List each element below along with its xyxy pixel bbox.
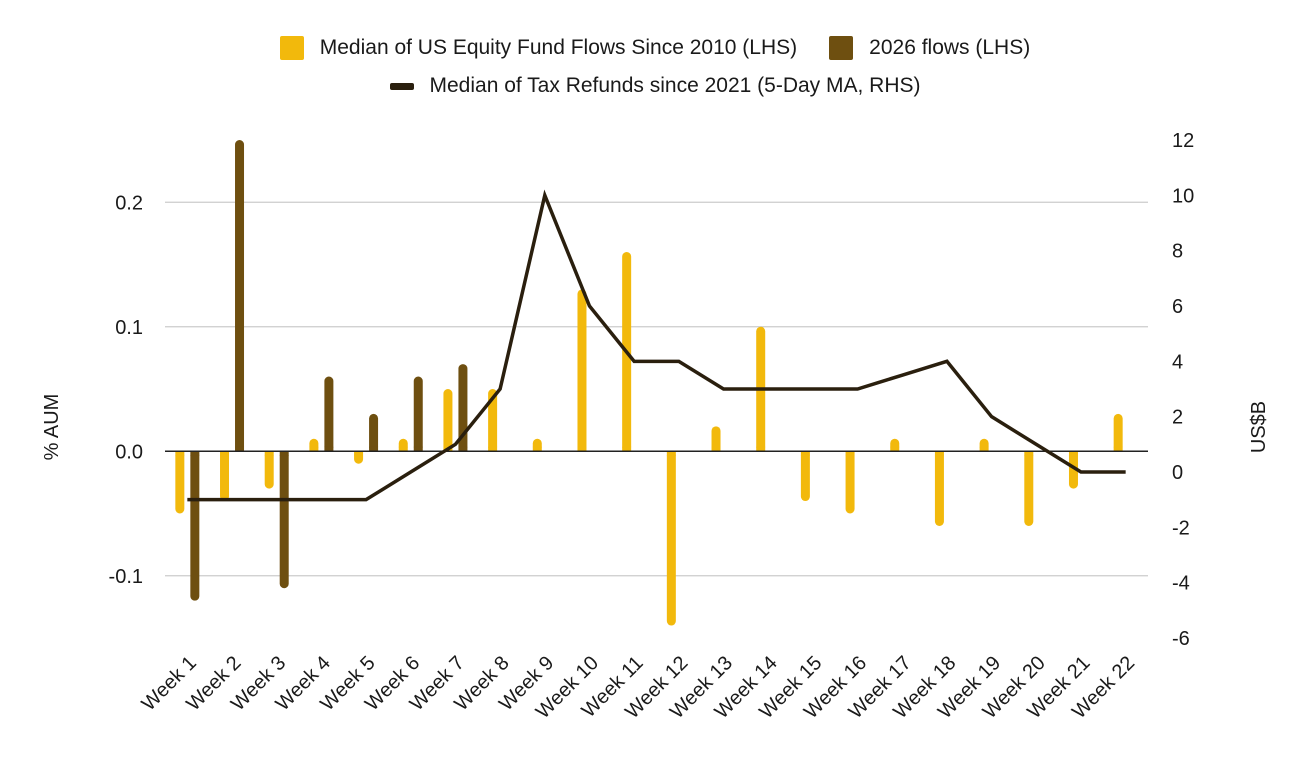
flow-2026-bar-base [190, 451, 200, 456]
median-flow-bar-base [845, 451, 855, 456]
line-series [187, 189, 1126, 502]
legend-label-median-flows: Median of US Equity Fund Flows Since 201… [319, 36, 798, 59]
flow-2026-bar [458, 364, 468, 452]
gridlines [165, 201, 1148, 577]
right-tick-label: 8 [1172, 241, 1183, 263]
flow-2026-bar [190, 451, 200, 601]
median-flow-bar-base [756, 446, 766, 452]
flow-2026-bar-base [458, 446, 468, 452]
left-axis-ticks: -0.1 0.0 0.1 0.2 [109, 192, 143, 588]
legend-item-2026-flows[interactable]: 2026 flows (LHS) [829, 36, 1030, 60]
left-tick-label: 0.2 [115, 192, 143, 214]
flow-2026-bar [279, 451, 289, 589]
right-axis-ticks: -6 -4 -2 0 2 4 6 8 10 12 [1172, 130, 1194, 650]
median-flow-bar [577, 289, 587, 452]
flow-2026-bar [369, 413, 379, 452]
left-tick-label: -0.1 [109, 566, 143, 588]
right-tick-label: 6 [1172, 296, 1183, 318]
flow-2026-bar-base [369, 446, 379, 452]
right-tick-label: -2 [1172, 517, 1190, 539]
median-flow-bar [934, 451, 944, 526]
median-flow-bar-base [354, 451, 364, 456]
median-flow-bar [488, 389, 498, 452]
median-flow-bar [666, 451, 676, 626]
legend-item-tax-refunds[interactable]: Median of Tax Refunds since 2021 (5-Day … [389, 74, 921, 98]
right-tick-label: -6 [1172, 628, 1190, 650]
flow-2026-bar [235, 140, 245, 452]
median-flow-bar-base [309, 446, 319, 452]
median-flow-bar-base [666, 451, 676, 456]
left-tick-label: 0.1 [115, 317, 143, 339]
right-tick-label: 2 [1172, 407, 1183, 429]
median-flow-bar [175, 451, 185, 514]
median-flow-bar-base [532, 446, 542, 452]
median-flow-bar [1113, 413, 1123, 452]
legend-row-2: Median of Tax Refunds since 2021 (5-Day … [0, 74, 1310, 98]
median-flow-bar-base [890, 446, 900, 452]
median-flow-bar-base [1113, 446, 1123, 452]
bar-series [175, 140, 1123, 626]
median-flow-bar [800, 451, 810, 502]
median-flow-bar-base [488, 446, 498, 452]
legend-label-tax-refunds: Median of Tax Refunds since 2021 (5-Day … [429, 74, 921, 97]
median-flow-bar-base [264, 451, 274, 456]
right-tick-label: -4 [1172, 573, 1190, 595]
median-flow-bar-base [1068, 451, 1078, 456]
median-flow-bar-base [934, 451, 944, 456]
legend-row-1: Median of US Equity Fund Flows Since 201… [0, 36, 1310, 60]
left-axis-title: % AUM [41, 394, 63, 461]
median-flow-bar [1068, 451, 1078, 489]
median-flow-bar-base [398, 446, 408, 452]
median-flow-bar [220, 451, 230, 502]
legend-item-median-flows[interactable]: Median of US Equity Fund Flows Since 201… [279, 36, 798, 60]
left-tick-label: 0.0 [115, 441, 143, 463]
median-flow-bar [1024, 451, 1034, 526]
right-tick-label: 0 [1172, 462, 1183, 484]
legend-swatch-line [389, 82, 414, 90]
median-flow-bar [845, 451, 855, 514]
right-tick-label: 12 [1172, 130, 1194, 152]
right-axis-title: US$B [1248, 401, 1270, 453]
flow-2026-bar-base [235, 446, 245, 452]
median-flow-bar [711, 426, 721, 452]
median-flow-bar [264, 451, 274, 489]
median-flow-bar-base [979, 446, 989, 452]
legend-swatch-gold [279, 36, 304, 60]
median-flow-bar-base [711, 446, 721, 452]
median-flow-bar-base [220, 451, 230, 456]
median-flow-bar-base [800, 451, 810, 456]
flow-2026-bar-base [324, 446, 334, 452]
median-flow-bar-base [1024, 451, 1034, 456]
legend-label-2026-flows: 2026 flows (LHS) [869, 36, 1031, 59]
legend-swatch-brown [829, 36, 854, 60]
right-tick-label: 4 [1172, 351, 1183, 373]
flow-2026-bar [324, 376, 334, 452]
flow-2026-bar-base [413, 446, 423, 452]
right-tick-label: 10 [1172, 185, 1194, 207]
median-flow-bar-base [577, 446, 587, 452]
median-flow-bar-base [175, 451, 185, 456]
median-flow-bar [443, 389, 453, 452]
flow-2026-bar [413, 376, 423, 452]
median-flow-bar-base [622, 446, 632, 452]
tax-refund-line [187, 189, 1126, 502]
flow-2026-bar-base [279, 451, 289, 456]
